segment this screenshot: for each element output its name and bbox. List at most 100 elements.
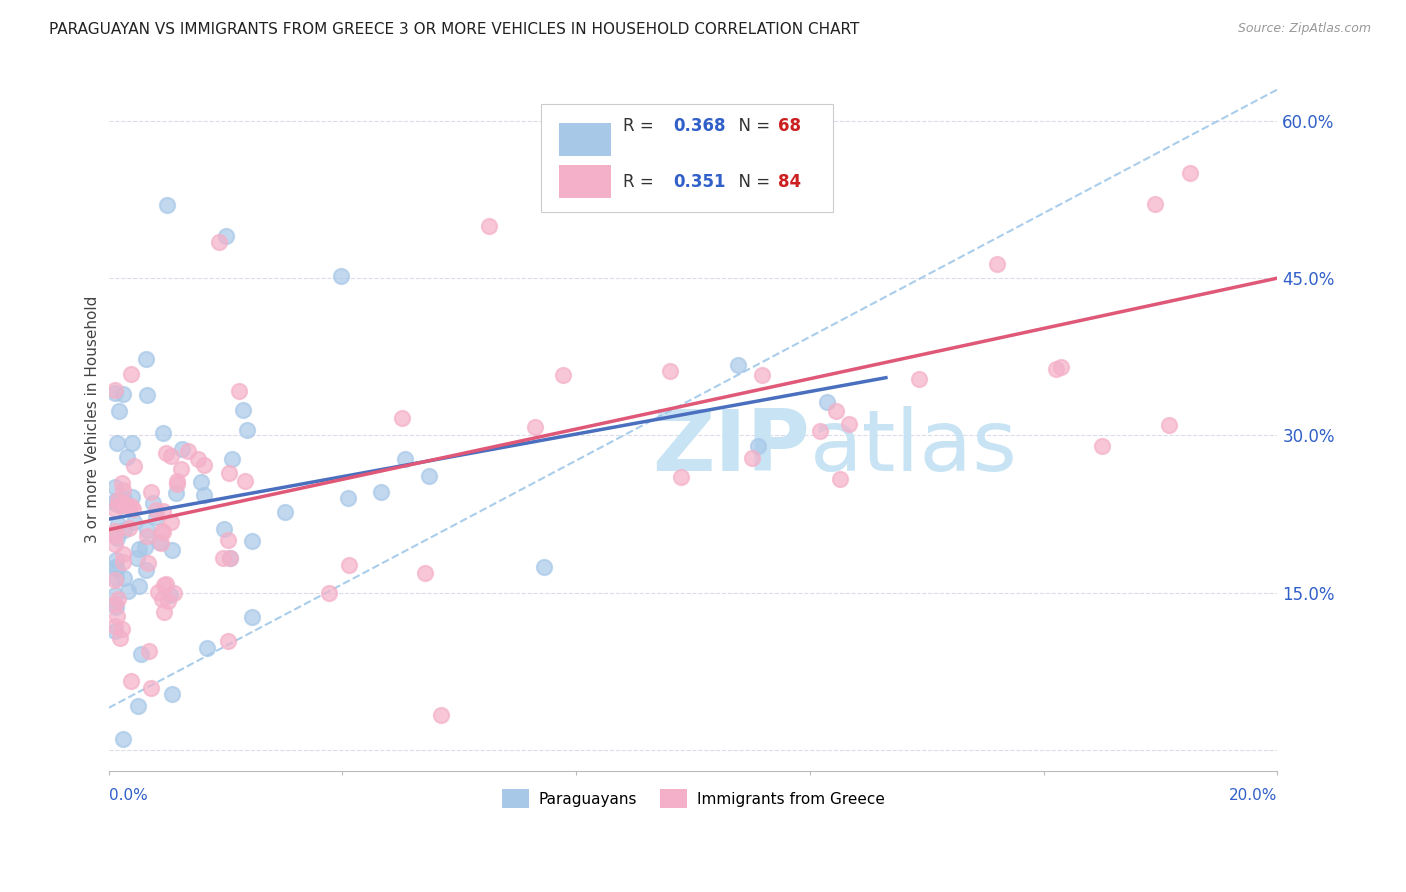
Point: [1143, 196, 1166, 211]
Point: [233, 475, 256, 489]
Point: [193, 458, 215, 473]
Point: [122, 501, 145, 516]
Point: [114, 496, 136, 510]
Point: [146, 584, 169, 599]
Point: [104, 386, 127, 401]
Point: [166, 476, 188, 491]
Point: [318, 585, 340, 599]
Text: 20.0%: 20.0%: [1229, 789, 1278, 803]
Point: [104, 588, 127, 602]
Point: [121, 436, 143, 450]
Point: [159, 588, 181, 602]
Point: [747, 439, 769, 453]
Text: 68: 68: [779, 117, 801, 135]
Text: ZIP: ZIP: [652, 406, 810, 489]
Text: atlas: atlas: [810, 406, 1018, 489]
Point: [104, 598, 127, 612]
Point: [110, 498, 132, 512]
Point: [104, 383, 127, 397]
Point: [418, 469, 440, 483]
FancyBboxPatch shape: [541, 103, 834, 212]
Point: [104, 573, 127, 587]
Point: [838, 417, 860, 431]
Point: [104, 624, 127, 638]
Point: [1159, 418, 1181, 433]
Point: [430, 707, 453, 722]
Point: [105, 562, 128, 576]
Point: [105, 608, 128, 623]
Point: [152, 425, 174, 440]
Point: [136, 388, 159, 402]
Point: [111, 547, 134, 561]
Point: [370, 484, 392, 499]
Point: [156, 198, 179, 212]
Point: [155, 577, 177, 591]
Point: [139, 681, 162, 695]
Point: [112, 524, 135, 538]
Point: [830, 472, 852, 486]
Point: [240, 609, 263, 624]
Point: [1091, 439, 1114, 453]
Point: [112, 571, 135, 585]
Point: [121, 491, 143, 505]
Point: [193, 488, 215, 502]
Point: [112, 483, 135, 497]
Text: 0.0%: 0.0%: [108, 789, 148, 803]
Point: [120, 673, 142, 688]
Point: [145, 510, 167, 524]
Point: [111, 387, 134, 401]
Text: 0.368: 0.368: [673, 117, 725, 135]
Point: [105, 571, 128, 585]
Point: [394, 451, 416, 466]
Point: [111, 623, 134, 637]
Text: 84: 84: [779, 173, 801, 191]
Point: [128, 542, 150, 557]
Point: [1045, 362, 1067, 376]
Point: [124, 458, 146, 473]
Point: [104, 553, 127, 567]
Point: [217, 533, 239, 548]
Point: [125, 551, 148, 566]
Point: [163, 585, 186, 599]
Text: R =: R =: [623, 173, 659, 191]
Point: [104, 496, 127, 510]
Y-axis label: 3 or more Vehicles in Household: 3 or more Vehicles in Household: [86, 296, 100, 543]
Point: [1178, 166, 1201, 180]
Point: [159, 515, 181, 529]
Point: [128, 579, 150, 593]
Point: [104, 529, 127, 543]
Point: [107, 516, 129, 531]
Point: [671, 470, 693, 484]
Point: [135, 563, 157, 577]
Point: [104, 537, 127, 551]
Point: [107, 404, 129, 418]
Point: [217, 634, 239, 648]
Point: [212, 551, 235, 566]
Point: [240, 533, 263, 548]
Legend: Paraguayans, Immigrants from Greece: Paraguayans, Immigrants from Greece: [494, 781, 891, 815]
Point: [908, 371, 931, 385]
Point: [142, 496, 165, 510]
Point: [150, 535, 173, 549]
Point: [391, 411, 413, 425]
Point: [135, 529, 157, 543]
Point: [111, 476, 134, 491]
Point: [141, 484, 163, 499]
Point: [145, 503, 167, 517]
Point: [105, 435, 128, 450]
Point: [153, 578, 176, 592]
Point: [108, 498, 131, 512]
Point: [108, 631, 131, 645]
Point: [214, 229, 236, 244]
Point: [107, 493, 129, 508]
Point: [129, 647, 152, 661]
Point: [187, 452, 209, 467]
Text: PARAGUAYAN VS IMMIGRANTS FROM GREECE 3 OR MORE VEHICLES IN HOUSEHOLD CORRELATION: PARAGUAYAN VS IMMIGRANTS FROM GREECE 3 O…: [49, 22, 859, 37]
Point: [104, 524, 127, 539]
Point: [120, 367, 142, 381]
Point: [117, 583, 139, 598]
Point: [337, 491, 360, 505]
Point: [212, 522, 235, 536]
Point: [105, 532, 128, 546]
Point: [533, 560, 555, 574]
